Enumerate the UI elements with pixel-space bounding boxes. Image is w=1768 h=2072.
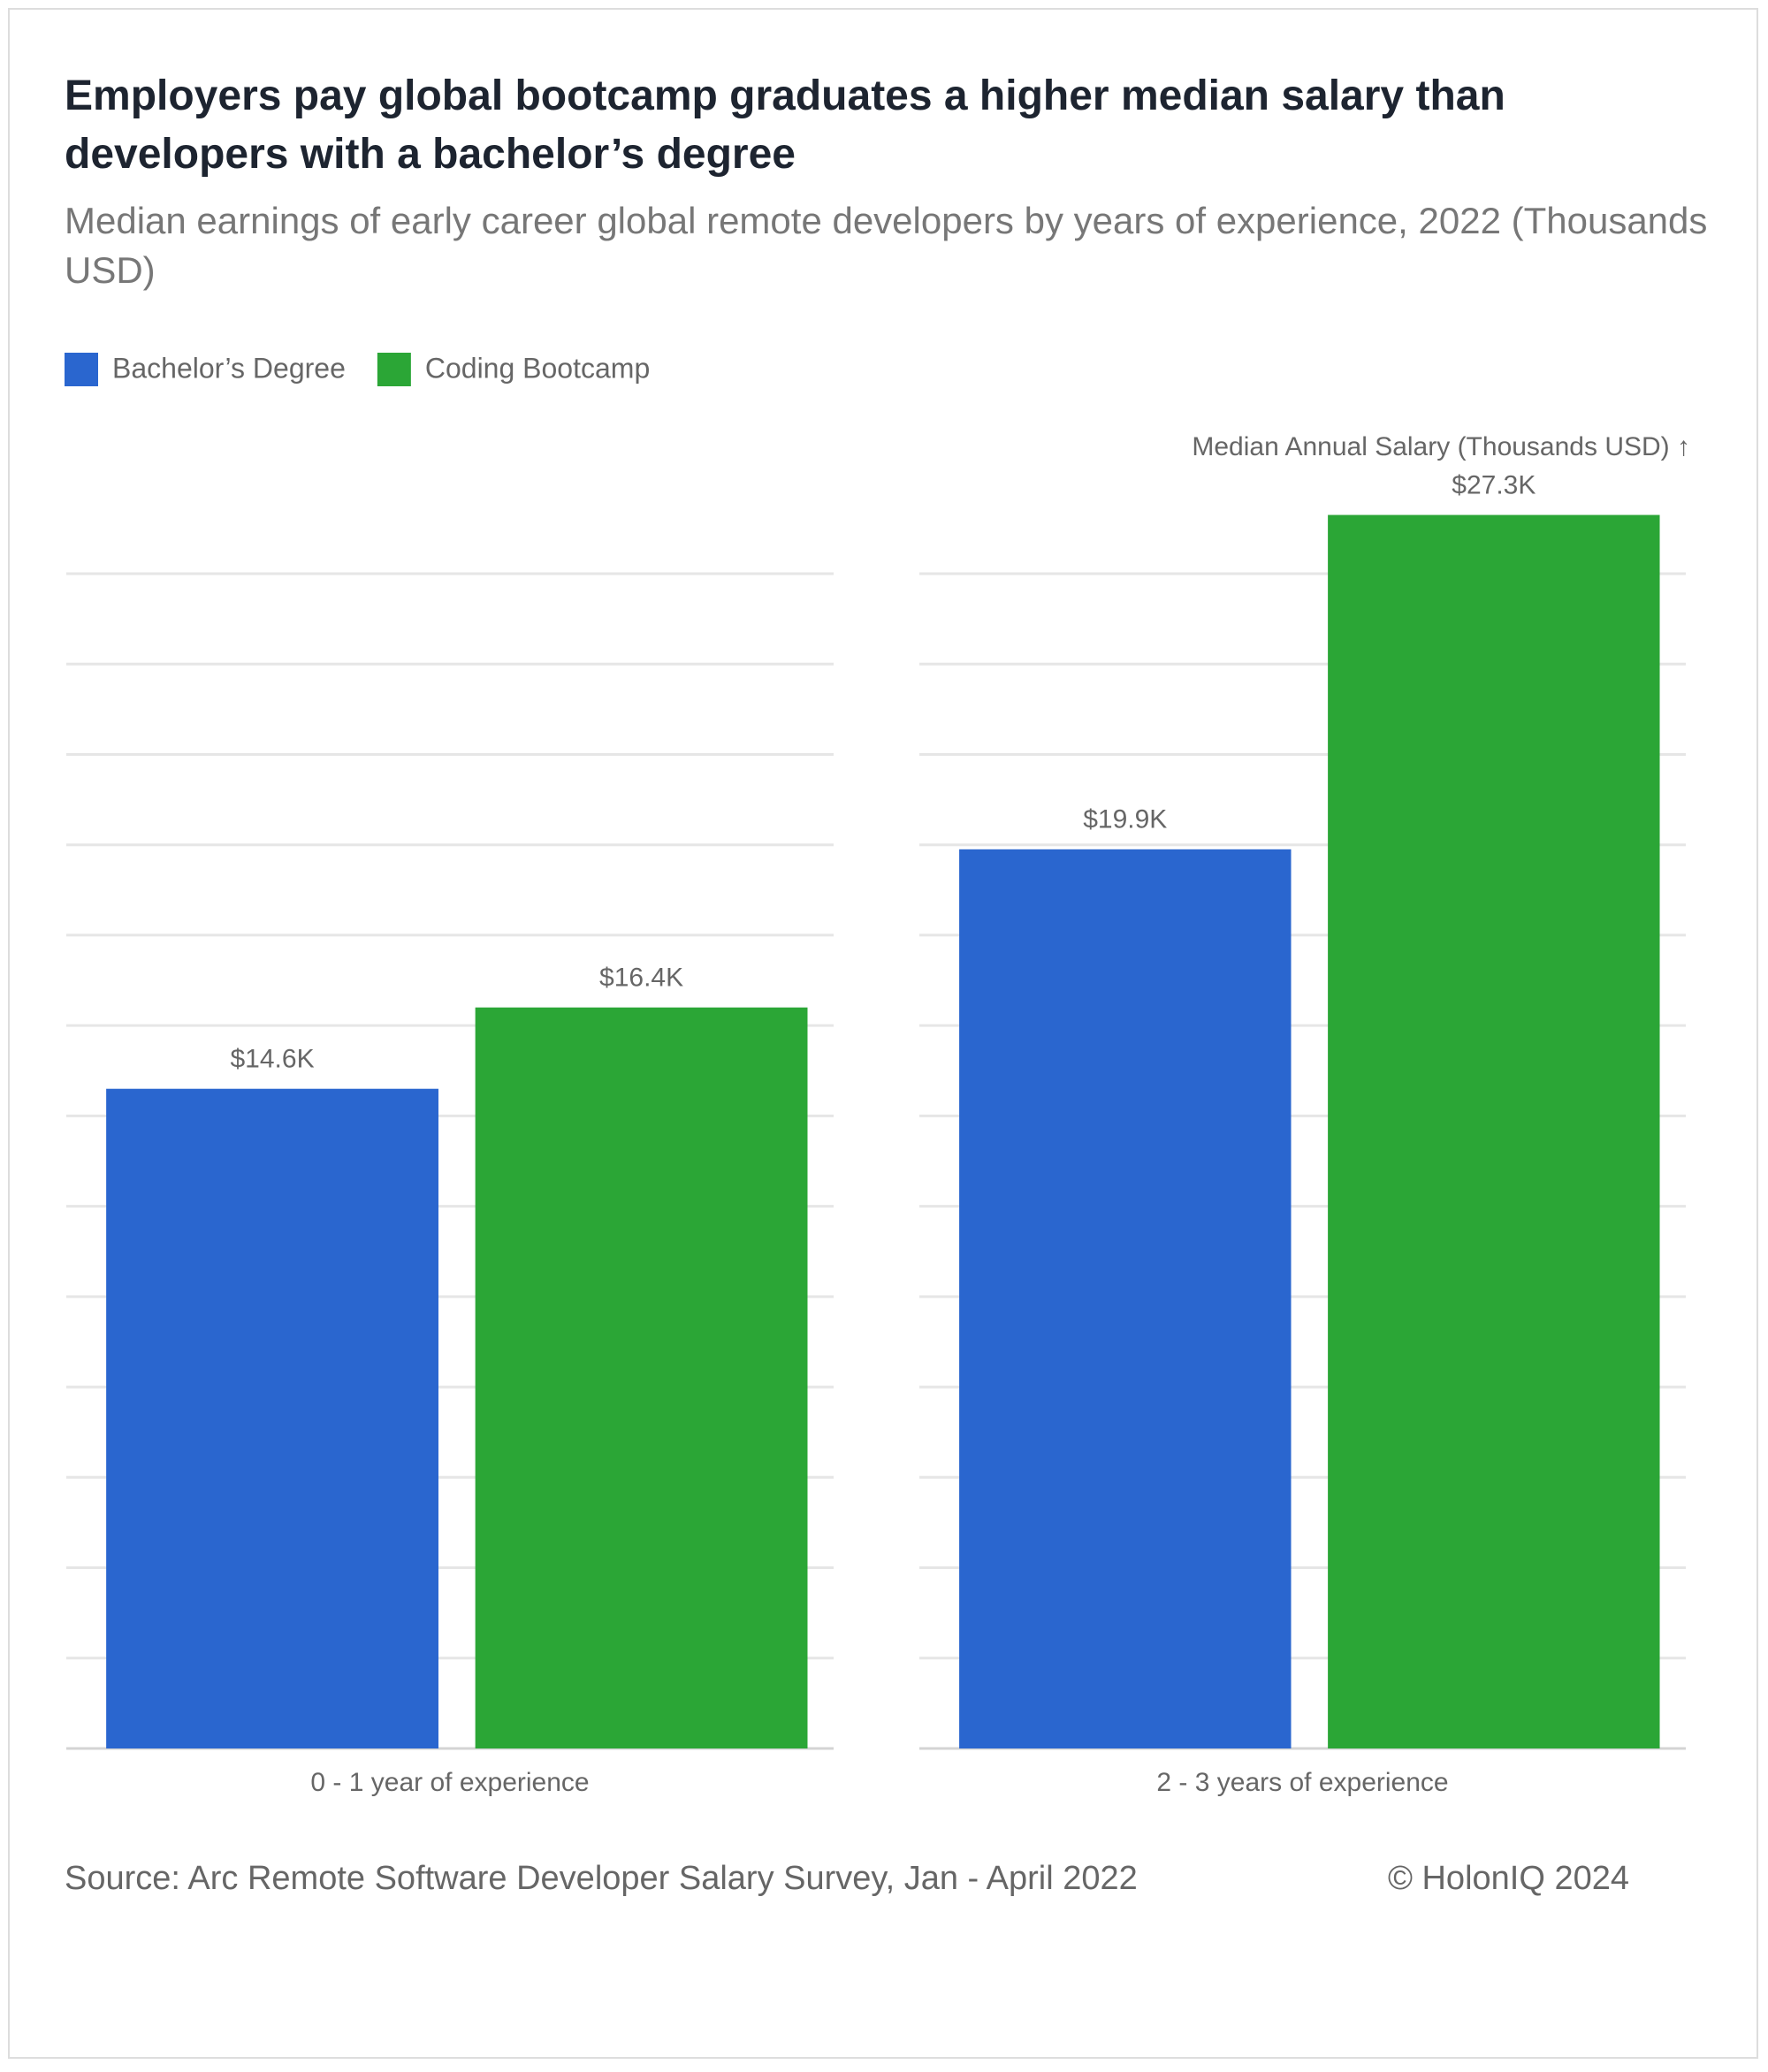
legend-swatch [377,353,411,386]
value-label: $19.9K [1083,805,1167,834]
copyright: © HolonIQ 2024 [1388,1860,1629,1897]
chart-title: Employers pay global bootcamp graduates … [65,72,1505,178]
value-label: $14.6K [231,1045,315,1074]
x-tick-label: 2 - 3 years of experience [1156,1768,1448,1797]
bar [106,1088,438,1748]
source: Source: Arc Remote Software Developer Sa… [65,1860,1138,1897]
bar [959,849,1292,1748]
bar [1328,514,1660,1748]
chart-subtitle: Median earnings of early career global r… [65,200,1708,291]
legend-swatch [65,353,98,386]
legend-label: Coding Bootcamp [425,352,650,384]
axis-label: Median Annual Salary (Thousands USD) ↑ [1192,432,1690,461]
frame [8,8,1758,2059]
value-label: $27.3K [1452,470,1536,499]
legend-label: Bachelor’s Degree [112,352,346,384]
x-tick-label: 0 - 1 year of experience [310,1768,589,1797]
value-label: $16.4K [599,964,683,993]
bar [475,1007,808,1748]
